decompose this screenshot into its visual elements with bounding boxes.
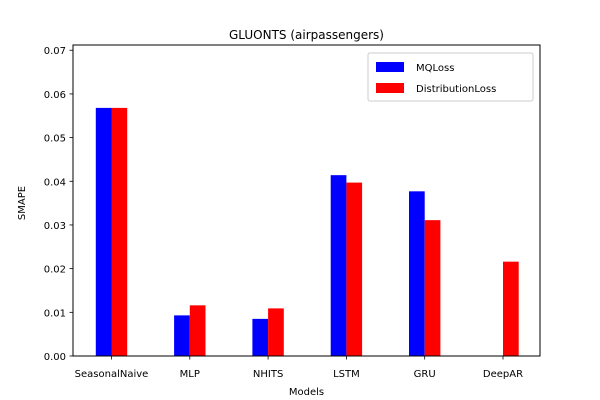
x-tick-label: NHITS: [253, 369, 283, 380]
y-ticks-group: 0.00 0.01 0.02 0.03 0.04 0.05 0.06 0.07: [44, 46, 73, 363]
bars-group: [95, 107, 519, 356]
x-tick-label: SeasonalNaive: [75, 369, 149, 380]
x-tick-label: MLP: [180, 369, 200, 380]
legend-label-mqloss: MQLoss: [416, 63, 454, 74]
y-tick-label: 0.02: [44, 265, 66, 276]
y-axis-label: SMAPE: [17, 186, 28, 220]
y-tick-label: 0.00: [44, 352, 66, 363]
bar-distributionloss-seasonalnaive: [111, 107, 128, 356]
legend-label-distributionloss: DistributionLoss: [416, 84, 496, 95]
y-tick-label: 0.03: [44, 221, 66, 232]
bar-mqloss-gru: [409, 191, 425, 356]
y-tick-label: 0.01: [44, 308, 66, 319]
bar-distributionloss-nhits: [268, 308, 284, 356]
x-tick-label: GRU: [414, 369, 436, 380]
y-tick-label: 0.05: [44, 134, 66, 145]
legend-swatch-distributionloss: [376, 83, 404, 93]
bar-distributionloss-mlp: [189, 305, 206, 356]
legend-swatch-mqloss: [376, 62, 404, 72]
x-tick-label: LSTM: [333, 369, 360, 380]
bar-mqloss-mlp: [174, 315, 190, 356]
bar-mqloss-nhits: [252, 318, 269, 356]
bar-distributionloss-lstm: [346, 182, 363, 356]
x-axis-label: Models: [289, 387, 324, 398]
plot-frame: [72, 44, 541, 357]
bar-distributionloss-deepar: [503, 261, 519, 356]
legend-box: [367, 52, 534, 102]
bar-distributionloss-gru: [424, 220, 441, 356]
x-ticks-group: SeasonalNaive MLP NHITS LSTM GRU DeepAR: [75, 356, 523, 380]
y-tick-label: 0.07: [44, 46, 66, 57]
chart-title: GLUONTS (airpassengers): [229, 28, 384, 42]
y-tick-label: 0.06: [44, 90, 66, 101]
legend: MQLoss DistributionLoss: [367, 52, 534, 102]
x-tick-label: DeepAR: [483, 369, 523, 380]
y-tick-label: 0.04: [44, 177, 66, 188]
bar-mqloss-lstm: [330, 175, 347, 356]
bar-mqloss-seasonalnaive: [95, 107, 112, 356]
